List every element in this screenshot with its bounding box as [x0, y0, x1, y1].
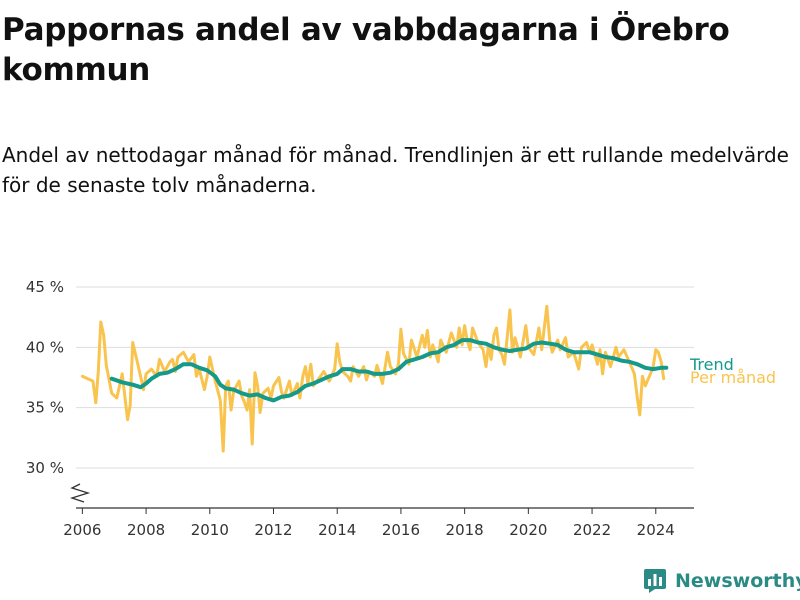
x-tick-label: 2008 — [127, 521, 165, 539]
axis-break-icon — [69, 483, 91, 503]
x-tick-label: 2012 — [254, 521, 292, 539]
x-tick-label: 2024 — [637, 521, 675, 539]
brand-name: Newsworthy — [675, 570, 800, 592]
chart-subtitle: Andel av nettodagar månad för månad. Tre… — [2, 143, 789, 197]
series-label: Per månad — [690, 368, 776, 387]
x-tick-label: 2022 — [573, 521, 611, 539]
x-tick-label: 2020 — [509, 521, 547, 539]
axes: 30 % 35 % 40 % 45 % 2006 2008 2010 2012 2014 2016… — [26, 278, 694, 539]
series-line-0 — [80, 304, 666, 453]
series-label: Trend — [689, 355, 734, 374]
series-lines — [80, 304, 669, 453]
series-line-1 — [109, 338, 669, 403]
y-tick-label: 40 % — [26, 338, 64, 356]
x-tick-label: 2016 — [382, 521, 420, 539]
gridlines — [76, 286, 694, 469]
y-tick-label: 35 % — [26, 399, 64, 417]
x-tick-label: 2010 — [191, 521, 229, 539]
bar-chart-logo-icon — [644, 569, 666, 593]
y-tick-label: 30 % — [26, 459, 64, 477]
x-tick-label: 2006 — [63, 521, 101, 539]
x-tick-label: 2018 — [446, 521, 484, 539]
y-tick-label: 45 % — [26, 278, 64, 296]
x-tick-label: 2014 — [318, 521, 356, 539]
chart-title: Pappornas andel av vabbdagarna i Örebro … — [2, 12, 730, 88]
brand-logo: Newsworthy — [643, 568, 800, 594]
